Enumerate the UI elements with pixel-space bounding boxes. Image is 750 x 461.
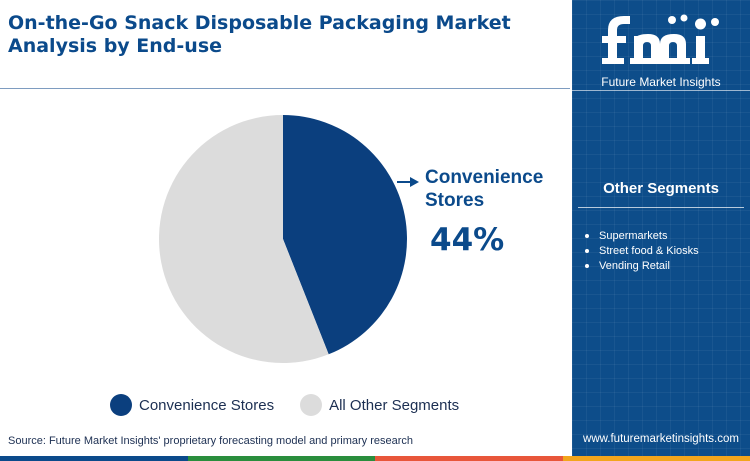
bottom-color-bar (0, 456, 750, 461)
fmi-logo-mark (602, 14, 719, 64)
pie-chart-svg (158, 115, 419, 363)
fmi-logo[interactable]: Future Market Insights (572, 8, 750, 89)
callout-value: 44% (430, 222, 505, 258)
callout-label: Convenience Stores (425, 167, 544, 211)
title-divider (0, 88, 570, 89)
bottom-bar-segment (375, 456, 563, 461)
segment-label: Vending Retail (599, 259, 670, 272)
legend-label-all-other-segments: All Other Segments (329, 396, 460, 414)
legend-swatch-convenience-stores (110, 394, 132, 416)
bullet-icon (585, 233, 589, 238)
legend-item-all-other-segments[interactable]: All Other Segments (300, 394, 459, 416)
list-item: Street food & Kiosks (582, 243, 742, 258)
pie-slice-convenience-stores[interactable] (283, 115, 407, 355)
bullet-icon (585, 248, 589, 253)
page-title: On-the-Go Snack Disposable Packaging Mar… (8, 12, 511, 57)
legend-swatch-all-other-segments (300, 394, 323, 416)
pie-slice-all-other-segments[interactable] (158, 115, 329, 363)
other-segments-heading: Other Segments (603, 180, 719, 197)
source-note: Source: Future Market Insights' propriet… (8, 435, 413, 447)
list-item: Supermarkets (582, 228, 742, 243)
segment-label: Street food & Kiosks (599, 244, 699, 257)
bottom-bar-segment (187, 456, 375, 461)
legend-item-convenience-stores[interactable]: Convenience Stores (110, 394, 274, 416)
other-segments-list: Supermarkets Street food & Kiosks Vendin… (582, 228, 742, 273)
bullet-icon (585, 263, 589, 268)
website-link[interactable]: www.futuremarketinsights.com (583, 433, 739, 445)
bottom-bar-segment (562, 456, 750, 461)
logo-tagline: Future Market Insights (601, 75, 721, 89)
chart-legend: Convenience Stores All Other Segments (110, 392, 485, 418)
sidebar-divider (572, 90, 750, 91)
legend-label-convenience-stores: Convenience Stores (139, 396, 275, 414)
segment-label: Supermarkets (599, 229, 668, 242)
callout-arrow-icon (410, 177, 419, 187)
other-segments-divider (578, 207, 744, 208)
pie-chart (0, 95, 570, 385)
sidebar-panel: Future Market Insights Other Segments Su… (572, 0, 750, 456)
bottom-bar-segment (0, 456, 188, 461)
list-item: Vending Retail (582, 258, 742, 273)
